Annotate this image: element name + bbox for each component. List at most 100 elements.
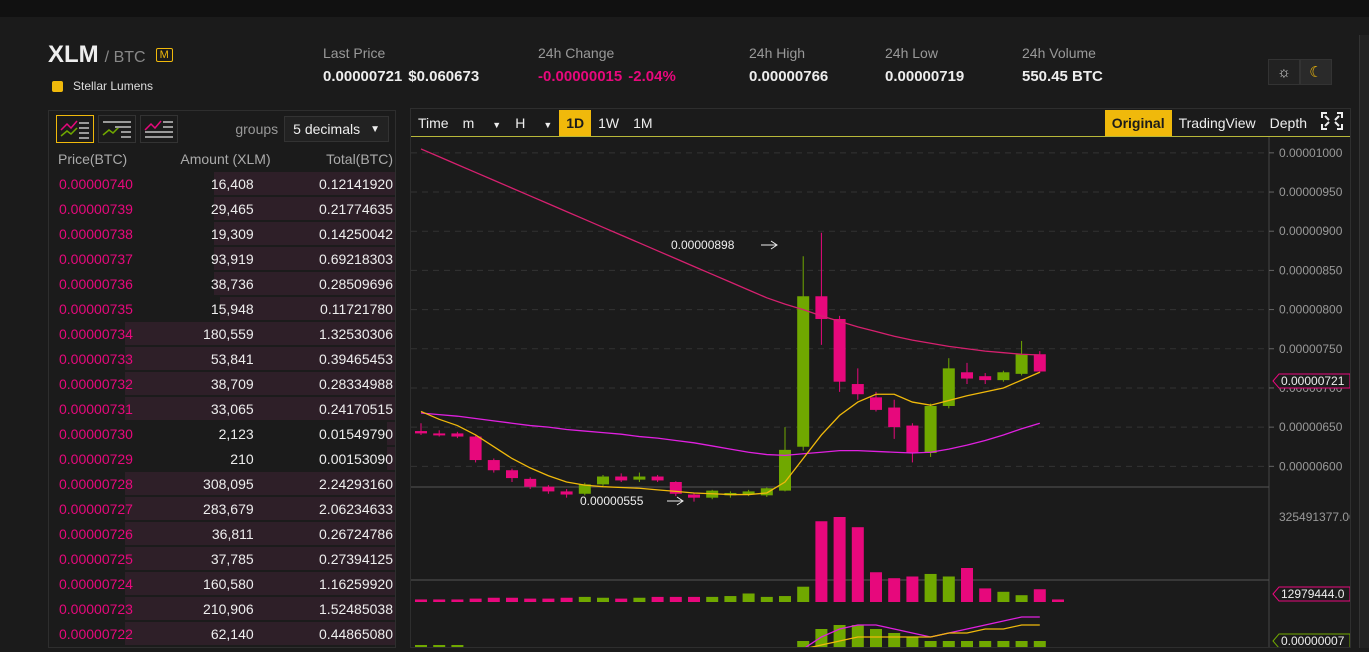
candle-body	[451, 433, 464, 437]
candle-body	[779, 449, 791, 491]
ask-row[interactable]: 0.00000724 160,580 1.16259920	[49, 571, 395, 596]
ask-row[interactable]: 0.00000729 210 0.00153090	[49, 446, 395, 471]
interval-1m-button[interactable]: 1M	[633, 114, 653, 131]
macd-bar	[997, 641, 1010, 649]
depth-bar	[386, 447, 395, 470]
ask-row[interactable]: 0.00000732 38,709 0.28334988	[49, 371, 395, 396]
ask-row[interactable]: 0.00000726 36,811 0.26724786	[49, 521, 395, 546]
volume-bar	[633, 597, 646, 602]
candle-body	[979, 376, 992, 381]
tab-depth[interactable]: Depth	[1269, 114, 1307, 131]
candle-body	[542, 486, 555, 492]
ask-row[interactable]: 0.00000731 33,065 0.24170515	[49, 396, 395, 421]
ma-long-line	[420, 148, 1040, 356]
macd-bar	[979, 641, 992, 649]
candle-body	[433, 433, 446, 436]
interval-1d-button[interactable]: 1D	[559, 109, 592, 136]
ask-amount: 38,709	[210, 375, 254, 392]
ask-amount: 210	[230, 450, 254, 467]
depth-bar	[125, 372, 395, 395]
volume-bar	[942, 576, 955, 602]
theme-switch: ☼ ☾	[1268, 59, 1332, 85]
ask-total: 0.26724786	[319, 525, 393, 542]
change-stat: 24h Change -0.00000015 -2.04%	[538, 45, 676, 85]
ask-price: 0.00000726	[59, 525, 133, 542]
depth-bar	[219, 297, 395, 320]
candle-body	[487, 460, 500, 471]
dark-theme-button[interactable]: ☾	[1300, 59, 1332, 85]
high-label: 24h High	[749, 45, 806, 61]
ma-slow-line	[420, 412, 1040, 457]
ask-row[interactable]: 0.00000734 180,559 1.32530306	[49, 321, 395, 346]
book-asks-icon	[144, 120, 173, 138]
ask-price: 0.00000735	[59, 300, 133, 317]
change-pct: -2.04%	[628, 68, 676, 85]
ask-row[interactable]: 0.00000728 308,095 2.24293160	[49, 471, 395, 496]
y-tick-label: 0.00001000	[1279, 146, 1343, 160]
volume-bar	[542, 598, 555, 602]
ask-price: 0.00000722	[59, 625, 133, 642]
last-price-label: Last Price	[323, 45, 386, 61]
depth-bar	[214, 222, 395, 245]
time-button[interactable]: Time	[418, 114, 449, 131]
ask-total: 0.69218303	[319, 250, 393, 267]
ask-amount: 308,095	[203, 475, 254, 492]
book-view-bids-button[interactable]	[98, 115, 136, 143]
coin-info-link[interactable]: Stellar Lumens	[52, 79, 153, 93]
volume-bar	[833, 517, 846, 602]
depth-bar	[386, 422, 395, 445]
volume-bar	[1033, 589, 1046, 602]
chart-panel: Time m ▼ H ▼ 1D 1W 1M Original TradingView…	[410, 108, 1356, 652]
groups-control: groups 5 decimals ▼	[235, 116, 389, 142]
tab-original[interactable]: Original	[1104, 109, 1172, 136]
market-header: XLM / BTC M Stellar Lumens Last Price 0.…	[0, 17, 1369, 105]
last-price-value: 0.00000721	[323, 68, 403, 85]
interval-1w-button[interactable]: 1W	[598, 114, 620, 131]
ask-price: 0.00000727	[59, 500, 133, 517]
ask-row[interactable]: 0.00000737 93,919 0.69218303	[49, 246, 395, 271]
ask-row[interactable]: 0.00000722 62,140 0.44865080	[49, 621, 395, 646]
arrow-right-icon	[761, 240, 778, 250]
ask-row[interactable]: 0.00000735 15,948 0.11721780	[49, 296, 395, 321]
ask-amount: 19,309	[210, 225, 254, 242]
volume-label: 24h Volume	[1022, 45, 1096, 61]
ask-amount: 53,841	[210, 350, 254, 367]
candle-body	[924, 405, 937, 454]
ask-row[interactable]: 0.00000736 38,736 0.28509696	[49, 271, 395, 296]
hours-dropdown[interactable]: H ▼	[508, 110, 559, 136]
margin-badge[interactable]: M	[155, 48, 173, 62]
ask-row[interactable]: 0.00000725 37,785 0.27394125	[49, 546, 395, 571]
decimals-select[interactable]: 5 decimals ▼	[284, 116, 389, 142]
ask-price: 0.00000740	[59, 175, 133, 192]
book-view-asks-button[interactable]	[140, 115, 178, 143]
volume-bar	[415, 599, 427, 602]
ask-row[interactable]: 0.00000738 19,309 0.14250042	[49, 221, 395, 246]
book-view-both-button[interactable]	[56, 115, 94, 143]
ask-row[interactable]: 0.00000730 2,123 0.01549790	[49, 421, 395, 446]
depth-bar	[125, 622, 395, 645]
macd-bar	[924, 641, 937, 649]
ask-row[interactable]: 0.00000727 283,679 2.06234633	[49, 496, 395, 521]
ask-row[interactable]: 0.00000723 210,906 1.52485038	[49, 596, 395, 621]
book-bids-icon	[102, 121, 131, 138]
minutes-dropdown[interactable]: m ▼	[456, 110, 509, 136]
price-chart[interactable]: 0.00001000 0.00000950 0.00000900 0.00000850…	[411, 137, 1356, 652]
ask-amount: 62,140	[210, 625, 254, 642]
candle-body	[906, 425, 919, 454]
light-theme-button[interactable]: ☼	[1268, 59, 1300, 85]
ask-price: 0.00000732	[59, 375, 133, 392]
volume-value: 550.45 BTC	[1022, 68, 1103, 85]
ask-row[interactable]: 0.00000739 29,465 0.21774635	[49, 196, 395, 221]
tab-tradingview[interactable]: TradingView	[1178, 114, 1256, 131]
ask-price: 0.00000736	[59, 275, 133, 292]
ask-price: 0.00000730	[59, 425, 133, 442]
ask-row[interactable]: 0.00000740 16,408 0.12141920	[49, 171, 395, 196]
low-marker-label: 0.00000555	[580, 494, 644, 508]
ask-total: 2.24293160	[319, 475, 393, 492]
caret-down-icon: ▼	[492, 119, 502, 130]
ask-row[interactable]: 0.00000733 53,841 0.39465453	[49, 346, 395, 371]
candle-body	[888, 407, 901, 428]
candle-body	[942, 368, 955, 406]
chart-toolbar: Time m ▼ H ▼ 1D 1W 1M Original TradingView…	[411, 109, 1350, 137]
fullscreen-button[interactable]	[1314, 107, 1350, 138]
